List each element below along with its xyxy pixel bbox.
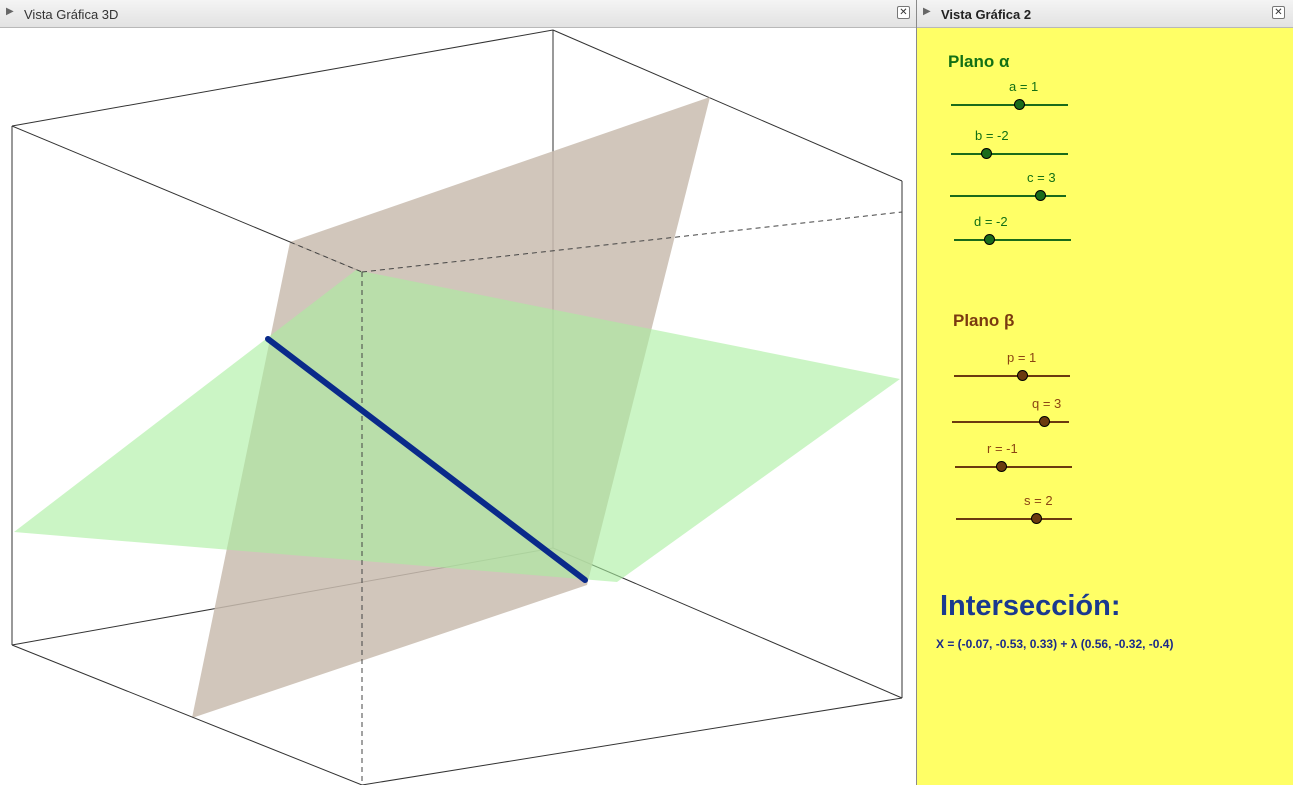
view-2-title: Vista Gráfica 2 [941, 7, 1032, 22]
slider-d-track[interactable] [954, 239, 1071, 241]
slider-p-knob[interactable] [1017, 370, 1028, 381]
graphics-view-2[interactable]: ▶ Vista Gráfica 2 ✕ Plano α a = 1 b = -2… [917, 0, 1293, 785]
slider-r[interactable]: r = -1 [955, 441, 1072, 481]
slider-r-knob[interactable] [996, 461, 1007, 472]
slider-a-knob[interactable] [1014, 99, 1025, 110]
close-icon[interactable]: ✕ [1272, 6, 1285, 19]
collapse-arrow-icon[interactable]: ▶ [6, 6, 14, 17]
hidden-edge [361, 211, 903, 273]
box-edge [11, 644, 363, 785]
view-2-titlebar[interactable]: ▶ Vista Gráfica 2 ✕ [917, 0, 1293, 28]
view-3d-title: Vista Gráfica 3D [24, 7, 119, 22]
slider-d-knob[interactable] [984, 234, 995, 245]
box-edge [552, 29, 903, 182]
slider-c-label: c = 3 [1027, 170, 1056, 185]
slider-q-track[interactable] [952, 421, 1069, 423]
slider-c[interactable]: c = 3 [950, 170, 1066, 210]
view-3d-titlebar[interactable]: ▶ Vista Gráfica 3D ✕ [0, 0, 916, 28]
intersection-equation: X = (-0.07, -0.53, 0.33) + λ (0.56, -0.3… [936, 637, 1174, 651]
slider-c-track[interactable] [950, 195, 1066, 197]
3d-scene[interactable] [0, 28, 917, 785]
slider-s-label: s = 2 [1024, 493, 1053, 508]
slider-b-knob[interactable] [981, 148, 992, 159]
plane-alpha[interactable] [14, 270, 900, 582]
slider-p[interactable]: p = 1 [954, 350, 1070, 390]
box-edge [361, 697, 903, 785]
graphics-view-3d[interactable]: ▶ Vista Gráfica 3D ✕ [0, 0, 917, 785]
intersection-line[interactable] [265, 336, 588, 583]
slider-a[interactable]: a = 1 [951, 79, 1068, 119]
slider-s[interactable]: s = 2 [956, 493, 1072, 533]
slider-s-knob[interactable] [1031, 513, 1042, 524]
slider-c-knob[interactable] [1035, 190, 1046, 201]
hidden-edge [289, 241, 363, 273]
slider-b-label: b = -2 [975, 128, 1009, 143]
slider-q-knob[interactable] [1039, 416, 1050, 427]
intersection-title: Intersección: [940, 590, 1121, 622]
plane-alpha-heading: Plano α [948, 52, 1010, 71]
slider-b-track[interactable] [951, 153, 1068, 155]
collapse-arrow-icon[interactable]: ▶ [923, 6, 931, 17]
slider-p-label: p = 1 [1007, 350, 1037, 365]
slider-a-label: a = 1 [1009, 79, 1039, 94]
plane-beta-heading: Plano β [953, 311, 1015, 330]
slider-q-label: q = 3 [1032, 396, 1062, 411]
close-icon[interactable]: ✕ [897, 6, 910, 19]
slider-s-track[interactable] [956, 518, 1072, 520]
slider-a-track[interactable] [951, 104, 1068, 106]
slider-d[interactable]: d = -2 [954, 214, 1071, 254]
slider-d-label: d = -2 [974, 214, 1008, 229]
slider-r-label: r = -1 [987, 441, 1018, 456]
slider-q[interactable]: q = 3 [952, 396, 1069, 436]
slider-r-track[interactable] [955, 466, 1072, 468]
slider-p-track[interactable] [954, 375, 1070, 377]
slider-b[interactable]: b = -2 [951, 128, 1068, 168]
box-edge [11, 29, 554, 127]
